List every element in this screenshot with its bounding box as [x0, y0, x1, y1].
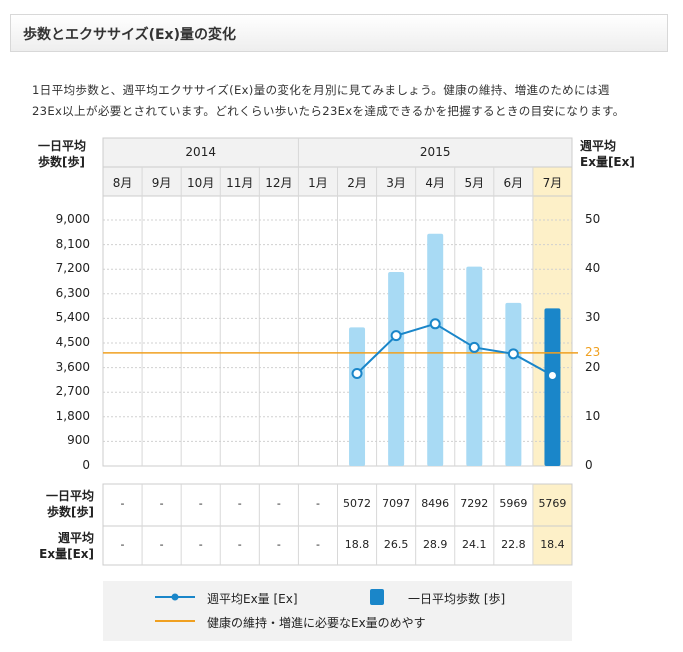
- table-steps-value: 5072: [343, 497, 372, 510]
- table-ex-value: 28.9: [422, 538, 448, 551]
- month-label: 12月: [265, 176, 293, 190]
- left-axis-title-line-1: 一日平均: [38, 139, 87, 153]
- table-steps-value: -: [198, 497, 203, 510]
- right-axis-title-line-2: Ex量[Ex]: [580, 155, 635, 169]
- table-row1-label-line-1: 一日平均: [45, 489, 94, 503]
- month-label: 10月: [187, 176, 215, 190]
- table-ex-value: -: [198, 538, 203, 551]
- year-header-bg: [103, 138, 572, 167]
- left-axis-title: 一日平均 歩数[歩]: [38, 138, 86, 170]
- table-steps-value: 8496: [421, 497, 450, 510]
- left-axis-tick: 2,700: [55, 384, 90, 399]
- left-axis-tick: 6,300: [55, 285, 90, 300]
- right-axis-title-line-1: 週平均: [580, 139, 617, 153]
- intro-line-2: 23Ex以上が必要とされています。どれくらい歩いたら23Exを達成できるかを把握…: [32, 104, 625, 118]
- right-axis-tick: 10: [585, 408, 601, 423]
- bar-4月: [427, 233, 444, 466]
- legend-line-label: 週平均Ex量 [Ex]: [207, 592, 298, 606]
- left-axis-tick: 3,600: [55, 359, 90, 374]
- table-ex-value: 24.1: [462, 538, 487, 551]
- table-steps-value: 7292: [460, 497, 489, 510]
- month-label: 8月: [112, 176, 133, 190]
- month-label: 4月: [425, 176, 446, 190]
- left-axis-tick: 1,800: [55, 408, 90, 423]
- legend-line-marker: [171, 593, 179, 601]
- intro-text: 1日平均歩数と、週平均エクササイズ(Ex)量の変化を月別に見てみましょう。健康の…: [32, 80, 647, 122]
- month-label: 6月: [503, 176, 524, 190]
- ex-point-2月: [351, 368, 363, 380]
- ex-point-4月: [429, 318, 441, 330]
- bar-6月: [505, 302, 522, 466]
- header-box: [10, 14, 668, 52]
- table-ex-value: 26.5: [383, 538, 409, 551]
- left-axis-tick: 8,100: [55, 236, 90, 251]
- left-axis-tick: 900: [67, 433, 90, 448]
- month-label: 9月: [151, 176, 172, 190]
- ex-point-3月: [390, 330, 402, 342]
- right-axis-title: 週平均 Ex量[Ex]: [580, 138, 635, 170]
- left-axis-title-line-2: 歩数[歩]: [38, 155, 85, 169]
- table-steps-value: -: [237, 497, 242, 510]
- legend-target-label: 健康の維持・増進に必要なEx量のめやす: [207, 616, 426, 630]
- ex-line: [356, 322, 553, 377]
- month-label: 3月: [386, 176, 406, 190]
- table-ex-value: -: [237, 538, 242, 551]
- table-steps-value: 7097: [382, 497, 411, 510]
- intro-line-1: 1日平均歩数と、週平均エクササイズ(Ex)量の変化を月別に見てみましょう。健康の…: [32, 83, 610, 97]
- left-axis-tick: 9,000: [55, 212, 90, 226]
- month-label: 1月: [308, 176, 328, 190]
- table-ex-value: 18.4: [540, 538, 565, 551]
- table-ex-value: -: [120, 538, 125, 551]
- right-axis-tick: 40: [585, 261, 601, 276]
- table-steps-value: -: [120, 497, 125, 510]
- left-axis-tick: 4,500: [55, 335, 90, 349]
- page-title: 歩数とエクササイズ(Ex)量の変化: [23, 27, 236, 43]
- ex-point-5月: [468, 341, 480, 353]
- table-row1-label: 一日平均 歩数[歩]: [20, 488, 94, 520]
- table-steps-value: -: [315, 497, 320, 510]
- right-axis-tick: 30: [585, 310, 601, 325]
- table-steps-value: -: [276, 497, 281, 510]
- bar-5月: [466, 266, 483, 466]
- ex-point-7月: [546, 369, 558, 381]
- table-row2-label-line-1: 週平均: [57, 531, 94, 545]
- year-label-2015: 2015: [419, 145, 451, 159]
- legend-bar-label: 一日平均歩数 [歩]: [408, 592, 506, 606]
- current-month-table-highlight: [532, 484, 572, 565]
- month-label: 7月: [542, 176, 563, 190]
- left-axis-tick: 0: [82, 458, 90, 472]
- month-label: 11月: [226, 176, 254, 190]
- left-axis-tick: 5,400: [55, 310, 90, 325]
- bar-2月: [349, 327, 366, 466]
- table-row2-label: 週平均 Ex量[Ex]: [20, 530, 94, 562]
- table-ex-value: -: [315, 538, 320, 551]
- table-ex-value: 18.8: [344, 538, 370, 551]
- legend-swatches: [155, 589, 384, 622]
- target-tick-label: 23: [585, 344, 601, 359]
- month-header-bg: [103, 167, 533, 196]
- bar-3月: [388, 272, 405, 466]
- bar-7月: [544, 308, 561, 466]
- right-axis-tick: 50: [585, 212, 601, 226]
- right-axis-tick: 20: [585, 359, 601, 374]
- table-ex-value: -: [276, 538, 281, 551]
- right-axis-tick: 0: [585, 458, 593, 472]
- ex-point-6月: [507, 348, 519, 360]
- table-ex-value: -: [159, 538, 164, 551]
- year-label-2014: 2014: [185, 145, 216, 159]
- table-row1-label-line-2: 歩数[歩]: [47, 505, 94, 519]
- month-label: 5月: [464, 176, 485, 190]
- table-steps-value: 5769: [538, 497, 567, 510]
- table-ex-value: 22.8: [501, 538, 526, 551]
- legend: 週平均Ex量 [Ex] 一日平均歩数 [歩] 健康の維持・増進に必要なEx量のめ…: [103, 581, 572, 641]
- table-row2-label-line-2: Ex量[Ex]: [39, 547, 94, 561]
- table-steps-value: 5969: [499, 497, 528, 510]
- left-axis-tick: 7,200: [55, 261, 90, 276]
- month-label: 2月: [347, 176, 367, 190]
- table-steps-value: -: [159, 497, 164, 510]
- legend-bar-swatch: [370, 589, 384, 605]
